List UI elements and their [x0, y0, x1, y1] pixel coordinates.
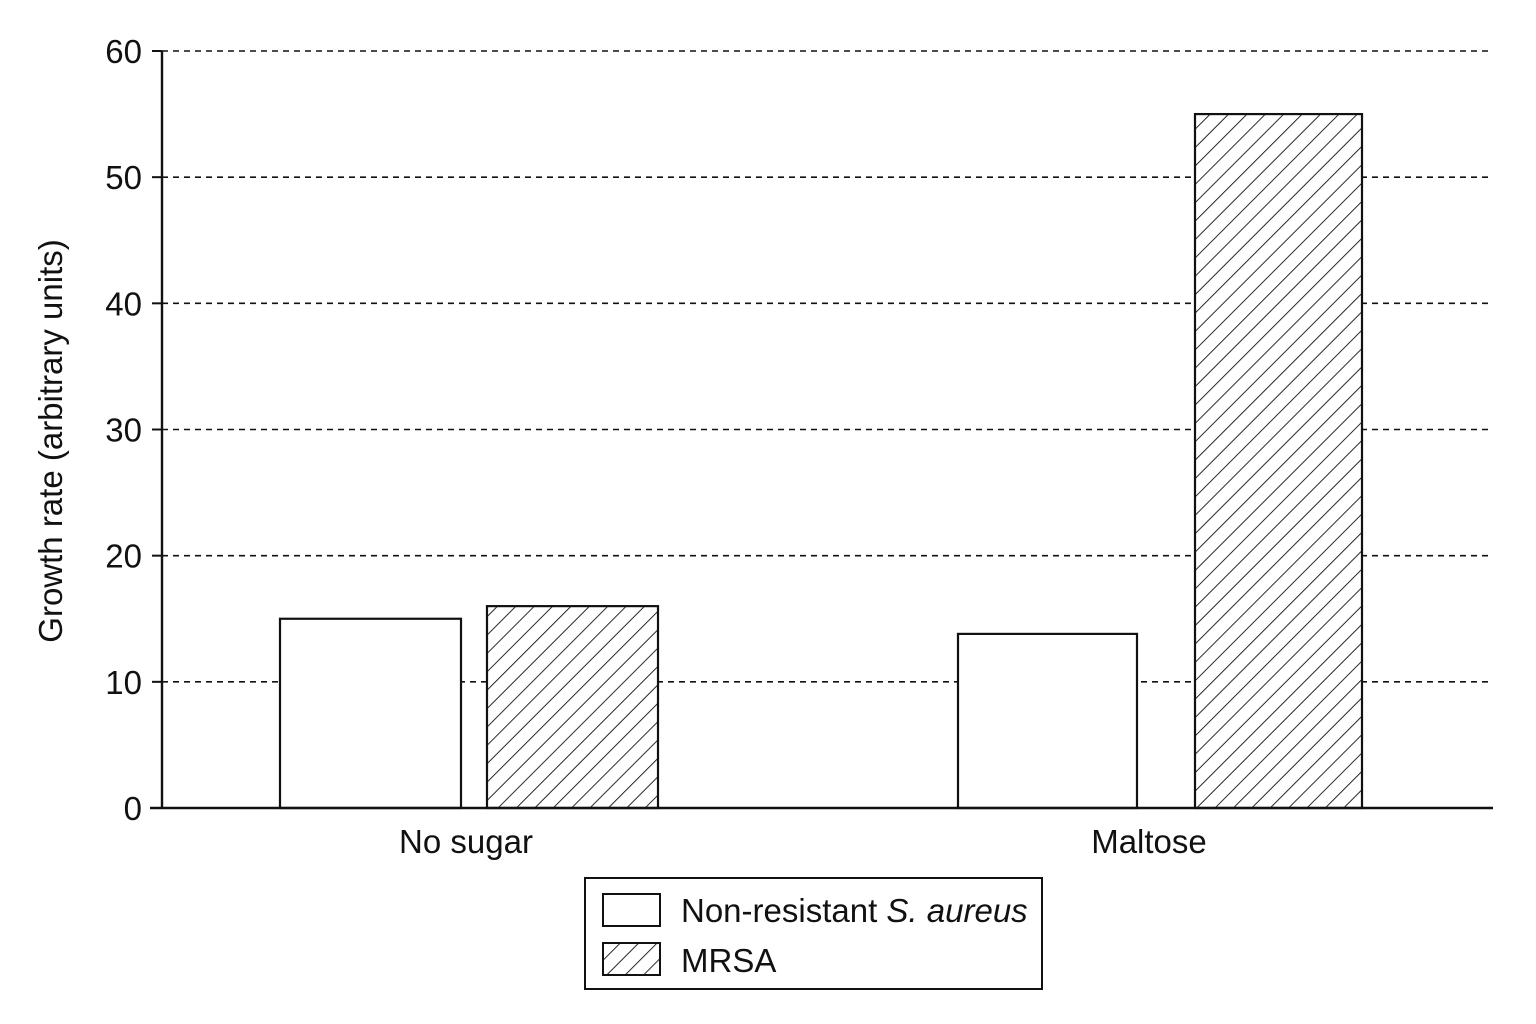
y-tick-label: 60	[105, 33, 142, 70]
legend-swatch-mrsa	[602, 942, 661, 976]
y-tick-label: 30	[105, 412, 142, 449]
legend: Non-resistant S. aureus MRSA	[584, 877, 1043, 990]
bar-non-resistant-maltose	[956, 632, 1139, 810]
x-category-label: Maltose	[1091, 823, 1207, 860]
bar-non-resistant-no-sugar	[278, 617, 463, 810]
x-category-label: No sugar	[399, 823, 533, 860]
bars	[278, 112, 1364, 810]
legend-label-mrsa: MRSA	[681, 942, 776, 979]
gridlines	[162, 50, 1490, 683]
y-tick-label: 20	[105, 538, 142, 575]
bar-mrsa-no-sugar	[485, 605, 660, 810]
y-ticks: 0 10 20 30 40 50 60	[105, 33, 162, 827]
legend-swatch-non-resistant	[602, 893, 661, 927]
y-tick-label: 50	[105, 159, 142, 196]
y-tick-label: 40	[105, 285, 142, 322]
bar-mrsa-maltose	[1193, 112, 1364, 810]
legend-box	[584, 877, 1043, 990]
x-category-labels: No sugar Maltose	[399, 823, 1207, 860]
y-tick-label: 10	[105, 664, 142, 701]
y-tick-label: 0	[124, 790, 142, 827]
legend-label-non-resistant: Non-resistant S. aureus	[681, 892, 1028, 929]
y-axis-title: Growth rate (arbitrary units)	[32, 239, 69, 642]
